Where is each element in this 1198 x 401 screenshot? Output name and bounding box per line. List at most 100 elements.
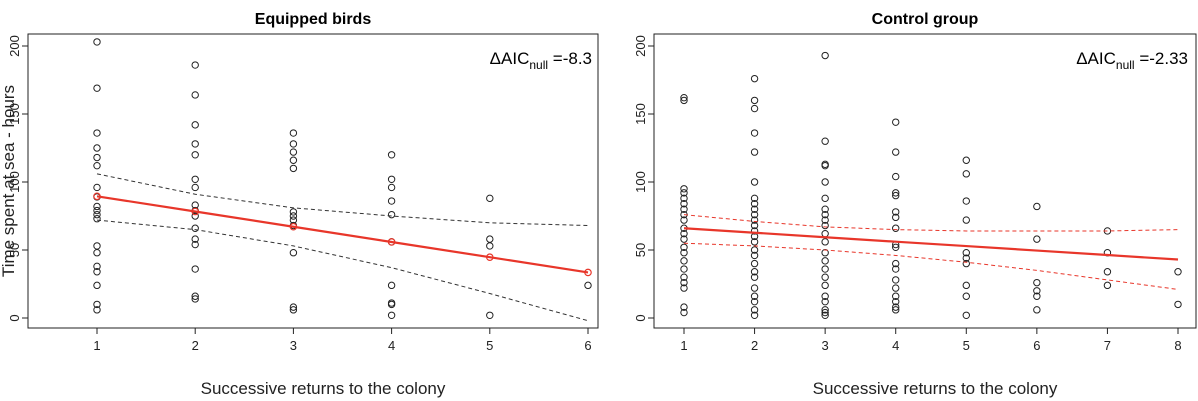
data-point xyxy=(191,61,199,69)
data-point xyxy=(191,295,199,303)
data-point xyxy=(1033,278,1041,287)
y-tick-label: 150 xyxy=(7,103,22,125)
x-tick-label: 5 xyxy=(486,338,493,353)
x-tick-label: 5 xyxy=(963,338,970,353)
chart-title: Equipped birds xyxy=(255,11,372,28)
data-point xyxy=(1033,202,1041,211)
x-tick-label: 3 xyxy=(822,338,829,353)
aic-prefix: ΔAIC xyxy=(1076,49,1116,68)
ci-upper-line xyxy=(683,214,1179,232)
data-point xyxy=(962,249,970,257)
data-point xyxy=(1033,235,1041,243)
data-point xyxy=(289,208,298,216)
data-point xyxy=(821,221,829,230)
fit-point xyxy=(584,268,592,277)
ci-lower-line xyxy=(683,242,1179,290)
data-point xyxy=(191,91,199,99)
data-point xyxy=(191,235,199,243)
data-point xyxy=(191,212,199,220)
data-point xyxy=(892,208,900,216)
data-point xyxy=(680,308,688,317)
data-point xyxy=(750,210,759,219)
data-point xyxy=(584,281,592,290)
data-point xyxy=(821,51,829,60)
data-point xyxy=(821,194,829,203)
data-point xyxy=(750,221,759,230)
data-point xyxy=(892,118,900,126)
data-point xyxy=(289,249,298,257)
data-point xyxy=(93,129,101,137)
aic-subscript: null xyxy=(529,58,548,72)
x-tick-label: 7 xyxy=(1104,338,1111,353)
data-point xyxy=(289,148,298,156)
data-point xyxy=(750,148,759,156)
data-point xyxy=(821,257,829,265)
data-point xyxy=(821,311,829,319)
data-point xyxy=(750,227,759,235)
data-point xyxy=(750,311,759,319)
data-point xyxy=(93,84,101,92)
data-point xyxy=(821,306,829,314)
data-point xyxy=(821,292,829,300)
data-point xyxy=(821,238,829,246)
data-point xyxy=(750,96,759,105)
data-point xyxy=(680,278,688,287)
data-point xyxy=(750,284,759,292)
data-point xyxy=(289,212,298,220)
data-point xyxy=(680,249,688,257)
data-point xyxy=(680,273,688,281)
data-point xyxy=(289,156,298,164)
data-point xyxy=(750,246,759,254)
data-point xyxy=(962,254,970,262)
data-point xyxy=(680,235,688,243)
aic-value: =-8.3 xyxy=(548,49,592,68)
x-axis-title: Successive returns to the colony xyxy=(201,379,446,398)
data-point xyxy=(680,185,688,193)
data-point xyxy=(750,178,759,186)
data-point xyxy=(750,268,759,276)
aic-annotation: ΔAICnull =-8.3 xyxy=(490,49,592,72)
data-point xyxy=(93,262,101,271)
data-point xyxy=(962,311,970,319)
data-point xyxy=(191,183,199,192)
data-point xyxy=(387,281,396,290)
data-point xyxy=(93,300,101,309)
data-point xyxy=(750,297,759,306)
data-point xyxy=(486,311,494,319)
x-axis-title: Successive returns to the colony xyxy=(813,379,1058,398)
data-point xyxy=(892,243,900,251)
data-point xyxy=(93,183,101,192)
data-point xyxy=(1103,268,1112,276)
aic-prefix: ΔAIC xyxy=(490,49,530,68)
data-point xyxy=(750,129,759,137)
data-point xyxy=(680,303,688,311)
data-point xyxy=(680,284,688,292)
x-tick-label: 1 xyxy=(680,338,687,353)
chart-panel-1: Equipped birds 1 2 3 4 5 6 0 50 100 150 200 Successi… xyxy=(0,11,599,398)
data-point xyxy=(289,306,298,314)
data-point xyxy=(93,281,101,290)
data-point xyxy=(750,74,759,83)
data-point xyxy=(680,257,688,265)
data-point xyxy=(680,265,688,273)
data-point xyxy=(680,96,688,105)
data-point xyxy=(387,197,396,205)
data-point xyxy=(892,189,900,197)
data-point xyxy=(191,224,199,232)
data-point xyxy=(892,191,900,200)
data-point xyxy=(892,292,900,300)
data-point xyxy=(750,259,759,268)
data-point xyxy=(962,216,970,224)
data-point xyxy=(680,194,688,203)
x-tick-label: 2 xyxy=(751,338,758,353)
data-point xyxy=(191,240,199,249)
x-tick-label: 4 xyxy=(388,338,395,353)
y-tick-label: 200 xyxy=(7,35,22,57)
data-point xyxy=(93,153,101,162)
data-point xyxy=(680,200,688,208)
data-point xyxy=(93,306,101,314)
aic-subscript: null xyxy=(1116,58,1135,72)
data-point xyxy=(289,164,298,173)
data-point xyxy=(962,170,970,178)
chart-panel-2: Control group 1 2 3 4 5 6 7 8 0 50 100 150 200 Success… xyxy=(633,11,1197,398)
